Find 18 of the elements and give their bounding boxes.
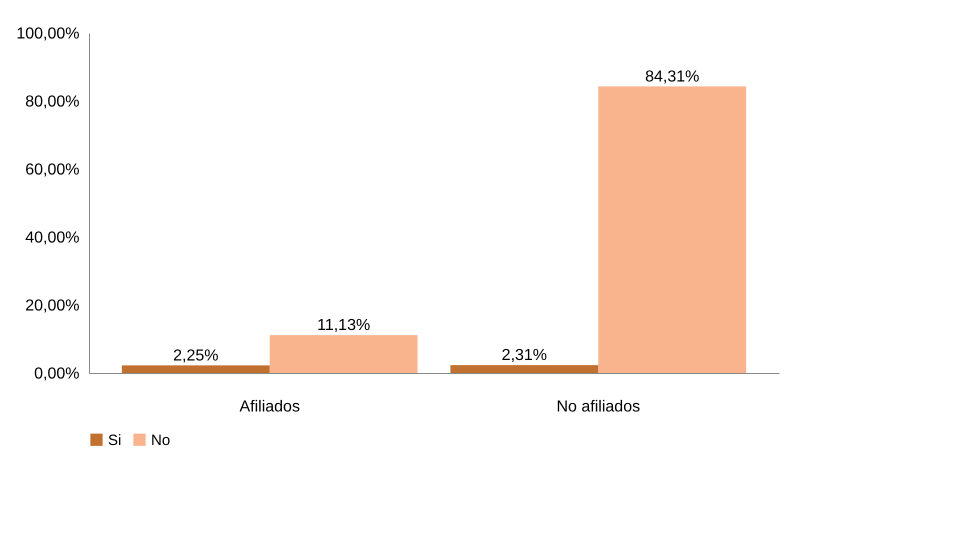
y-tick-label: 100,00% — [16, 26, 80, 42]
bar — [122, 365, 270, 373]
y-tick-label: 60,00% — [25, 162, 80, 178]
data-label: 11,13% — [317, 317, 370, 334]
y-tick-label: 80,00% — [25, 94, 80, 110]
bar — [270, 335, 418, 373]
data-label: 84,31% — [645, 68, 700, 86]
legend-label: Si — [108, 432, 122, 449]
y-tick-label: 0,00% — [34, 366, 80, 382]
bar — [450, 365, 598, 373]
data-label: 2,31% — [502, 347, 548, 364]
legend-label: No — [151, 432, 170, 449]
y-tick-label: 40,00% — [25, 230, 80, 246]
bar — [598, 86, 746, 373]
x-tick-label: Afiliados — [239, 398, 300, 416]
y-tick-label: 20,00% — [25, 298, 80, 314]
data-label: 2,25% — [173, 347, 218, 364]
x-tick-label: No afiliados — [556, 398, 640, 416]
